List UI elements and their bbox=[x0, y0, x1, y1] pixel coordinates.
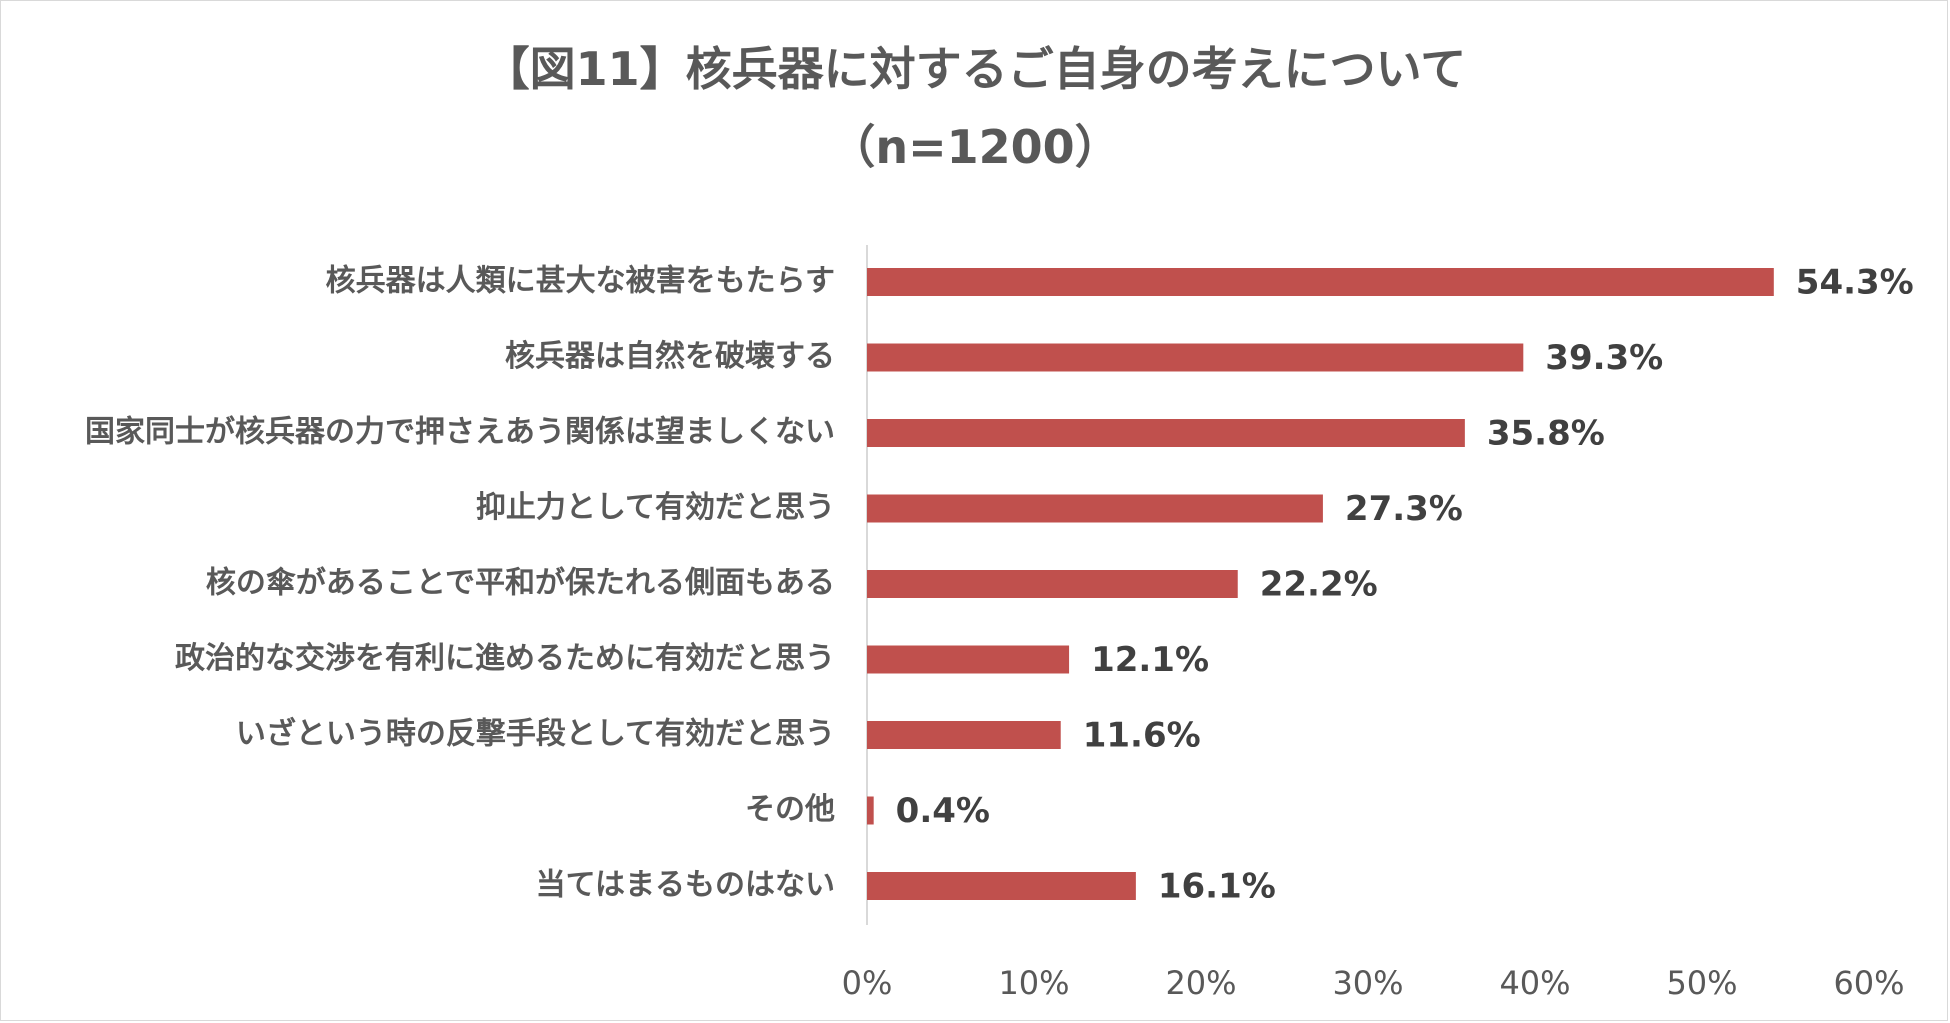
chart-subtitle: （n=1200） bbox=[829, 120, 1121, 174]
bar-5 bbox=[867, 570, 1238, 598]
x-tick-label-1: 0% bbox=[842, 964, 893, 1002]
bar-7 bbox=[867, 721, 1061, 749]
value-label-9: 16.1% bbox=[1158, 867, 1276, 907]
bar-4 bbox=[867, 494, 1323, 523]
value-label-4: 27.3% bbox=[1345, 489, 1463, 529]
bar-1 bbox=[867, 268, 1774, 296]
value-label-8: 0.4% bbox=[896, 791, 990, 831]
category-label-2: 核兵器は自然を破壊する bbox=[505, 339, 835, 374]
x-tick-label-6: 50% bbox=[1666, 964, 1737, 1002]
category-label-7: いざという時の反撃手段として有効だと思う bbox=[236, 717, 835, 752]
category-label-3: 国家同士が核兵器の力で押さえあう関係は望ましくない bbox=[85, 415, 835, 450]
x-tick-label-3: 20% bbox=[1165, 964, 1236, 1002]
category-label-6: 政治的な交渉を有利に進めるために有効だと思う bbox=[175, 641, 835, 676]
value-label-6: 12.1% bbox=[1091, 640, 1209, 680]
category-label-9: 当てはまるものはない bbox=[536, 868, 835, 903]
x-tick-label-5: 40% bbox=[1499, 964, 1570, 1002]
x-tick-label-2: 10% bbox=[998, 964, 1069, 1002]
category-label-1: 核兵器は人類に甚大な被害をもたらす bbox=[326, 264, 835, 299]
chart-title: 【図11】核兵器に対するご自身の考えについて bbox=[483, 42, 1467, 96]
value-label-2: 39.3% bbox=[1545, 338, 1663, 378]
bar-8 bbox=[867, 796, 874, 825]
category-label-8: その他 bbox=[745, 792, 835, 827]
value-label-5: 22.2% bbox=[1260, 565, 1378, 605]
category-label-4: 抑止力として有効だと思う bbox=[476, 490, 835, 525]
x-tick-label-7: 60% bbox=[1833, 964, 1904, 1002]
value-label-1: 54.3% bbox=[1796, 263, 1914, 303]
x-tick-label-4: 30% bbox=[1332, 964, 1403, 1002]
bar-3 bbox=[867, 419, 1465, 447]
bar-2 bbox=[867, 343, 1524, 372]
value-label-7: 11.6% bbox=[1083, 716, 1201, 756]
value-label-3: 35.8% bbox=[1487, 414, 1605, 454]
bar-9 bbox=[867, 872, 1136, 900]
bar-6 bbox=[867, 645, 1070, 674]
category-label-5: 核の傘があることで平和が保たれる側面もある bbox=[206, 566, 835, 601]
